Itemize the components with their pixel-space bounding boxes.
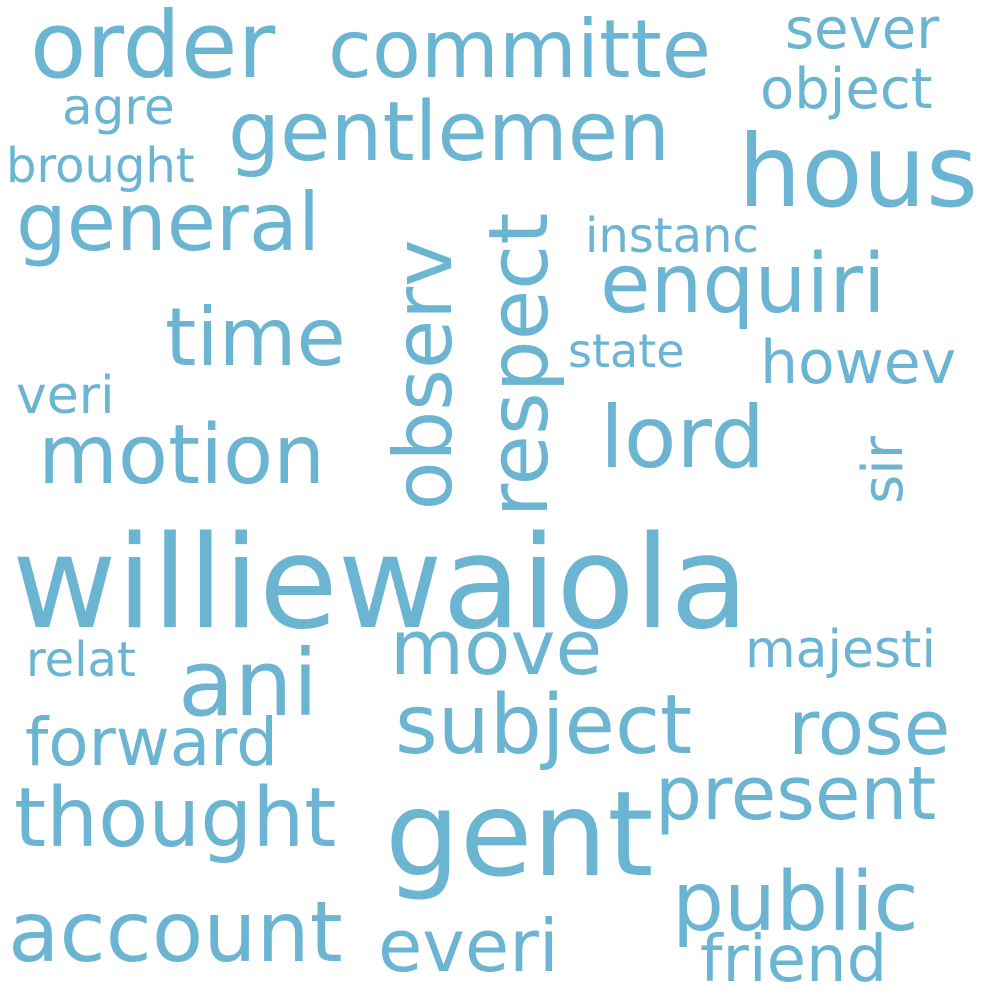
word-committe: committe (328, 3, 711, 96)
word-object: object (760, 57, 933, 122)
word-majesti: majesti (745, 620, 936, 680)
word-observ: observ (377, 239, 470, 511)
word-gentlemen: gentlemen (228, 85, 671, 180)
word-lord: lord (600, 388, 765, 488)
word-brought: brought (6, 138, 195, 194)
word-forward: forward (25, 704, 279, 781)
word-agre: agre (62, 78, 175, 136)
word-time: time (165, 291, 346, 384)
word-relat: relat (26, 632, 136, 688)
word-sever: sever (785, 0, 940, 62)
word-account: account (8, 883, 343, 981)
word-thought: thought (14, 771, 337, 866)
word-rose: rose (788, 683, 951, 772)
word-gent: gent (385, 765, 654, 903)
word-hous: hous (738, 113, 979, 230)
word-sir: sir (851, 436, 916, 504)
word-instanc: instanc (585, 208, 759, 264)
word-public: public (672, 855, 919, 950)
word-ani: ani (178, 630, 319, 737)
word-present: present (655, 751, 937, 837)
word-veri: veri (16, 366, 115, 426)
word-subject: subject (395, 678, 693, 773)
word-move: move (390, 603, 603, 692)
word-motion: motion (38, 408, 326, 503)
word-howev: howev (760, 328, 957, 398)
word-order: order (30, 0, 276, 99)
word-everi: everi (378, 904, 559, 988)
word-friend: friend (700, 923, 888, 997)
word-williewaiola: williewaiola (12, 509, 749, 658)
word-general: general (16, 176, 321, 269)
word-respect: respect (472, 212, 567, 518)
word-state: state (568, 324, 685, 378)
word-enquiri: enquiri (600, 237, 886, 332)
